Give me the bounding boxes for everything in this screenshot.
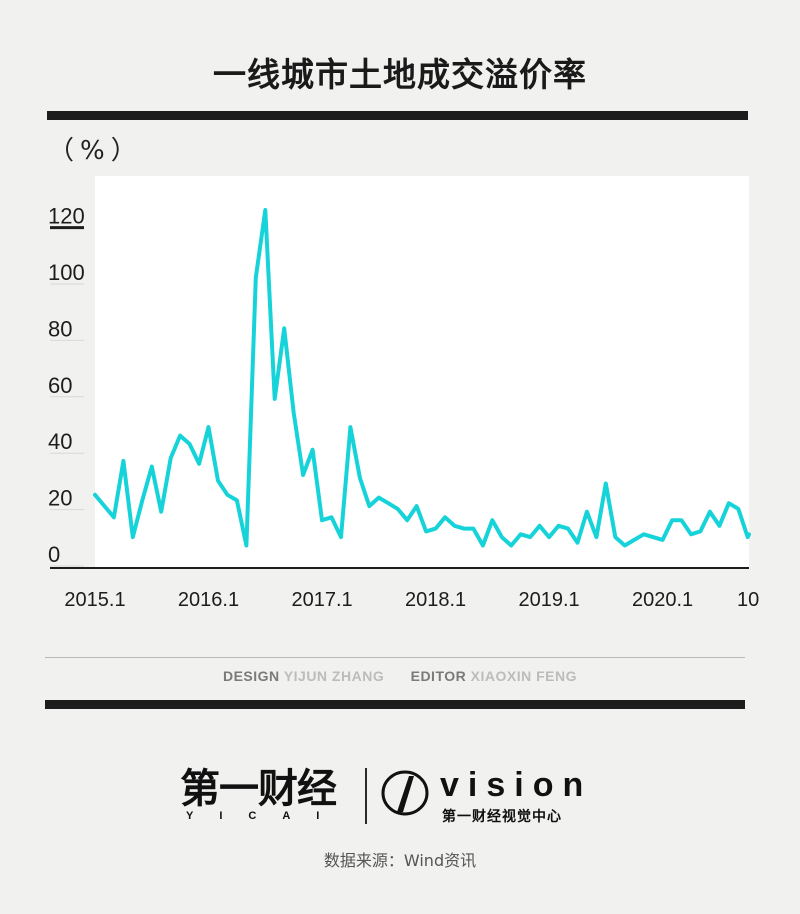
brand-separator (365, 768, 367, 824)
y-tick-label: 80 (48, 316, 72, 341)
vision-mark-icon (381, 770, 429, 816)
chart-title: 一线城市土地成交溢价率 (213, 55, 587, 94)
editor-key: EDITOR (410, 668, 467, 684)
yicai-logo: 第一财经 YICAI (180, 768, 350, 822)
line-chart: 0 20 40 60 80 100 120 2015.1 2016.1 2017.1 2018.1… (48, 176, 759, 611)
top-divider (47, 111, 748, 120)
credits-line: DESIGN YIJUN ZHANG EDITOR XIAOXIN FENG (0, 668, 800, 684)
x-tick-label: 2020.1 (632, 589, 693, 611)
credits-divider (45, 657, 745, 658)
yicai-logo-cn: 第一财经 (180, 766, 337, 812)
x-tick-label: 2019.1 (518, 589, 579, 611)
vision-wordmark: vision (440, 766, 593, 804)
data-source: 数据来源：Wind资讯 (323, 851, 477, 870)
y-tick-label: 120 (48, 204, 85, 229)
design-key: DESIGN (222, 668, 280, 684)
y-axis-unit: （%） (48, 136, 143, 166)
plot-area (95, 176, 749, 568)
x-tick-label: 2016.1 (178, 589, 239, 611)
y-tick-label: 100 (48, 260, 85, 285)
series-line (93, 208, 751, 548)
y-tick-label: 20 (48, 486, 72, 511)
editor-name: XIAOXIN FENG (470, 668, 577, 684)
yicai-logo-en: YICAI (186, 810, 346, 822)
brand-row: 第一财经 YICAI vision 第一财经视觉中心 (0, 760, 800, 830)
x-tick-label: 2017.1 (291, 589, 352, 611)
y-tick-label: 60 (48, 373, 72, 398)
vision-subtitle: 第一财经视觉中心 (442, 809, 562, 825)
design-name: YIJUN ZHANG (283, 668, 385, 684)
y-tick-label: 0 (48, 542, 60, 567)
x-tick-label: 2018.1 (405, 589, 466, 611)
x-tick-label: 10 (737, 589, 759, 611)
y-tick-label: 40 (48, 429, 72, 454)
x-tick-label: 2015.1 (64, 589, 125, 611)
bottom-divider (45, 700, 745, 709)
vision-logo: vision 第一财经视觉中心 (380, 766, 620, 826)
